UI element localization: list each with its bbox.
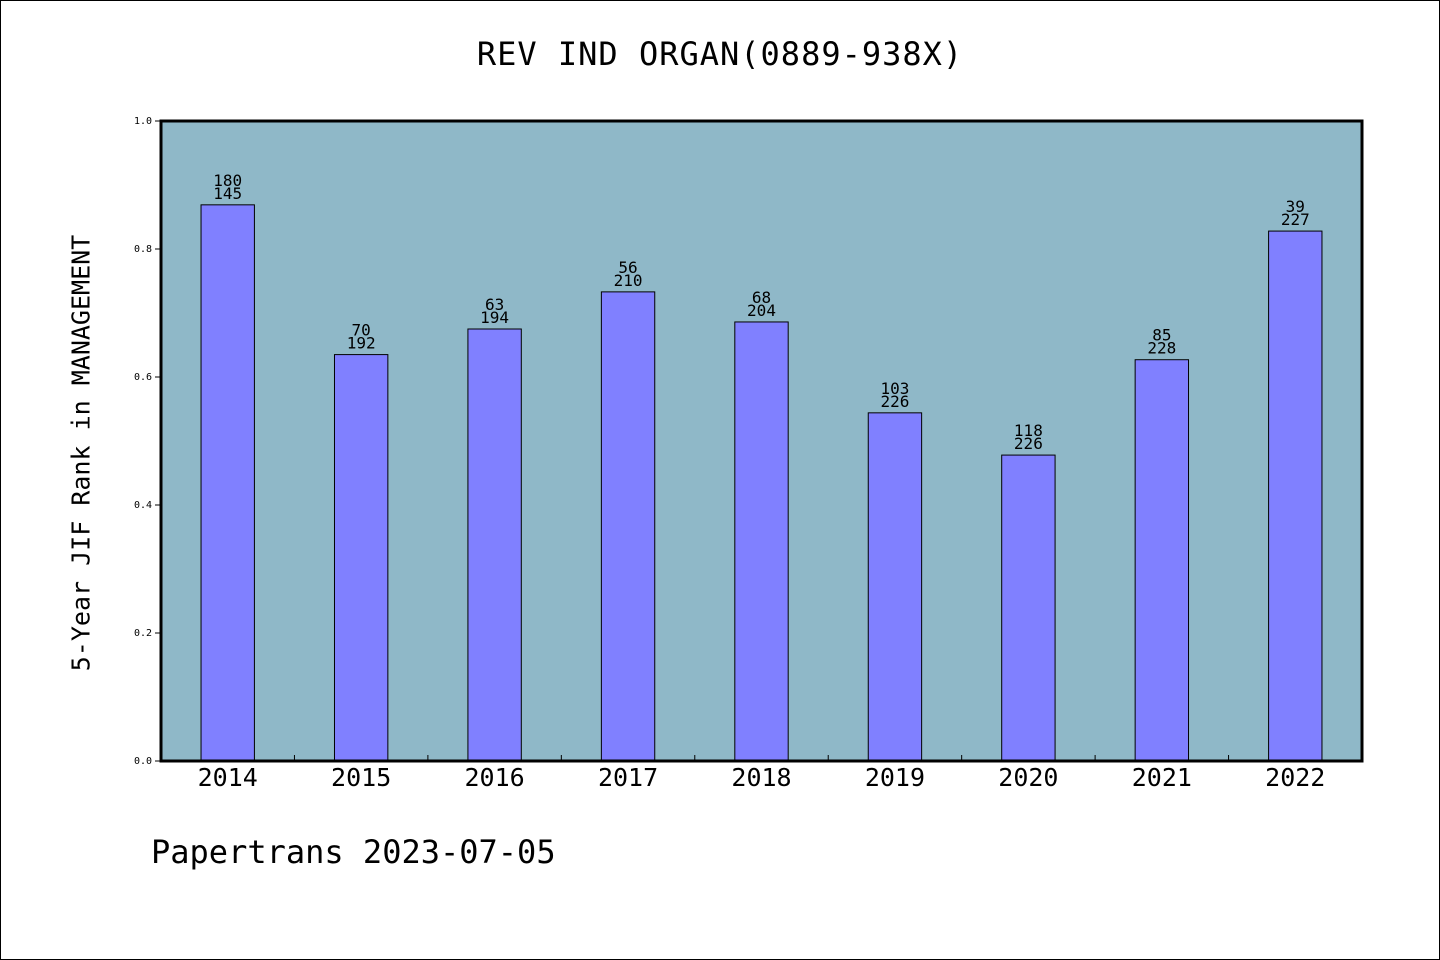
y-tick-label: 0.6 — [134, 372, 152, 383]
bar-rank-label: 85 — [1152, 326, 1171, 345]
x-tick-label: 2016 — [465, 763, 525, 792]
bar-2017 — [600, 291, 656, 762]
bar-2022 — [1268, 230, 1323, 762]
bar-rank-label: 103 — [880, 379, 909, 398]
bar-rank-label: 180 — [213, 171, 242, 190]
bar-total-label: 204 — [747, 301, 776, 320]
bar-rank-label: 63 — [485, 295, 504, 314]
x-tick-label: 2022 — [1265, 763, 1325, 792]
footer-note: Papertrans 2023-07-05 — [151, 833, 556, 871]
y-tick-label: 0.0 — [134, 756, 152, 767]
bar-total-label: 194 — [480, 308, 509, 327]
y-tick-label: 0.4 — [134, 500, 152, 511]
bar-2018 — [734, 321, 789, 762]
y-tick-label: 0.8 — [134, 244, 152, 255]
bar-2020 — [1001, 454, 1056, 762]
bar-rank-label: 70 — [352, 321, 371, 340]
bar-total-label: 227 — [1281, 210, 1310, 229]
bar-rank-label: 118 — [1014, 421, 1043, 440]
bar-total-label: 228 — [1147, 339, 1176, 358]
x-tick-label: 2019 — [865, 763, 925, 792]
bar-2014 — [200, 204, 255, 762]
bar-rank-label: 68 — [752, 288, 771, 307]
chart-title: REV IND ORGAN(0889-938X) — [476, 35, 964, 73]
bar-2019 — [867, 412, 923, 762]
x-tick-label: 2018 — [731, 763, 791, 792]
x-tick-label: 2015 — [331, 763, 391, 792]
bar-total-label: 145 — [213, 184, 242, 203]
bar-rank-label: 39 — [1286, 197, 1305, 216]
bar-total-label: 192 — [347, 334, 376, 353]
bar-2021 — [1134, 359, 1190, 762]
x-tick-label: 2020 — [998, 763, 1058, 792]
y-tick-label: 0.2 — [134, 628, 152, 639]
y-tick-label: 1.0 — [134, 116, 152, 127]
bar-total-label: 226 — [1014, 434, 1043, 453]
bar-total-label: 226 — [880, 392, 909, 411]
bar-rank-label: 56 — [618, 258, 637, 277]
bar-2015 — [333, 354, 389, 762]
x-tick-label: 2021 — [1132, 763, 1192, 792]
x-tick-label: 2017 — [598, 763, 658, 792]
bar-2016 — [467, 328, 522, 762]
x-tick-label: 2014 — [198, 763, 258, 792]
plot-border — [159, 119, 1364, 763]
bar-total-label: 210 — [614, 271, 643, 290]
